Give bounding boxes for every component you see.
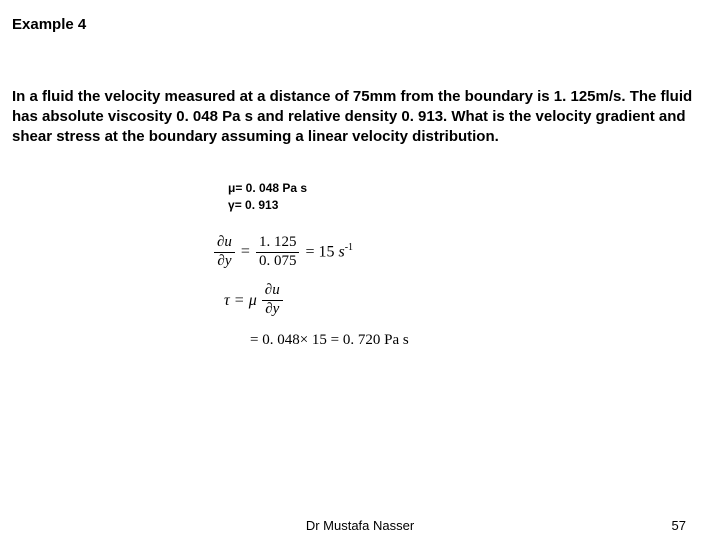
velocity-gradient-equation: u y = 1. 125 0. 075 = 15 s-1	[214, 235, 708, 270]
frac-du-dy: u y	[214, 235, 235, 270]
equals-2: =	[235, 292, 244, 310]
equals-1: =	[241, 243, 250, 261]
frac-du-dy-2: u y	[262, 283, 283, 318]
mu-value: = 0. 048 Pa s	[235, 181, 307, 195]
problem-statement: In a fluid the velocity measured at a di…	[12, 87, 708, 146]
dy-den: y	[225, 253, 232, 269]
given-gamma: = 0. 913	[228, 197, 708, 213]
gamma-symbol	[228, 198, 235, 212]
equations-block: u y = 1. 125 0. 075 = 15 s-1 = u y	[214, 235, 708, 349]
slide-container: Example 4 In a fluid the velocity measur…	[0, 0, 720, 540]
shear-stress-result: = 0. 048× 15 = 0. 720 Pa s	[250, 332, 708, 349]
val-num: 1. 125	[256, 235, 300, 251]
mu-symbol-eq	[249, 292, 257, 310]
frac-values: 1. 125 0. 075	[256, 235, 300, 270]
given-values: = 0. 048 Pa s = 0. 913	[228, 180, 708, 212]
exp-neg1: -1	[345, 242, 353, 253]
example-title: Example 4	[12, 16, 708, 33]
tau-symbol	[224, 292, 230, 310]
val-den: 0. 075	[256, 254, 300, 270]
author-name: Dr Mustafa Nasser	[306, 518, 414, 533]
shear-stress-formula: = u y	[224, 283, 708, 318]
given-mu: = 0. 048 Pa s	[228, 180, 708, 196]
du-num: u	[224, 234, 232, 250]
eq3-text: = 0. 048× 15 = 0. 720 Pa s	[250, 332, 409, 348]
page-number: 57	[672, 518, 686, 533]
dy-den-2: y	[273, 301, 280, 317]
rhs-val: = 15	[305, 244, 334, 261]
gamma-value: = 0. 913	[235, 198, 279, 212]
du-num-2: u	[272, 282, 280, 298]
result-15: = 15 s-1	[305, 242, 353, 261]
